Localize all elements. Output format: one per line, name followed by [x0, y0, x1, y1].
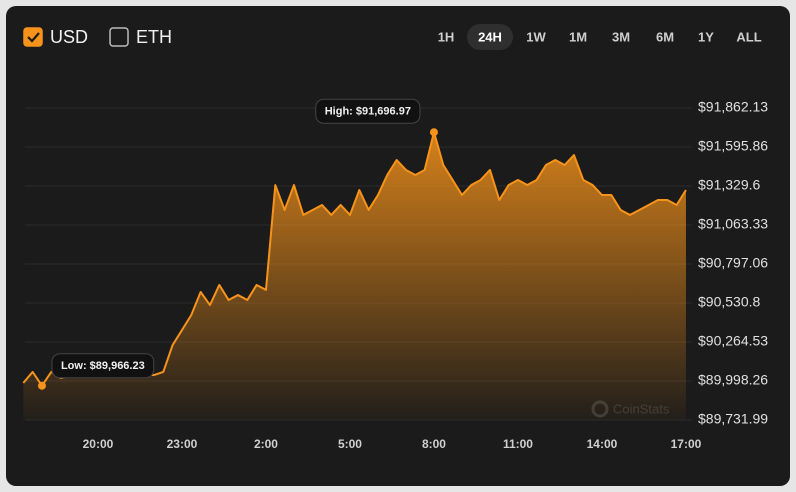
y-tick-label: $90,530.8	[698, 294, 760, 310]
checkbox[interactable]	[109, 27, 129, 47]
range-button[interactable]: 24H	[478, 29, 502, 44]
checkmark	[27, 32, 40, 43]
y-tick-label: $91,063.33	[698, 216, 768, 232]
area	[23, 132, 686, 420]
range-button[interactable]: ALL	[736, 29, 761, 44]
range-button[interactable]: 1W	[526, 29, 546, 44]
y-tick-label: $90,797.06	[698, 255, 768, 271]
annotation-box	[51, 353, 155, 379]
annotation: High: $91,696.97	[325, 106, 411, 118]
currency-label[interactable]: ETH	[136, 27, 172, 47]
y-tick-label: $91,862.13	[698, 99, 768, 115]
x-tick-label: 2:00	[254, 437, 278, 451]
checkbox[interactable]	[23, 27, 43, 47]
range-button[interactable]: 3M	[612, 29, 630, 44]
range-button[interactable]: 1M	[569, 29, 587, 44]
annotation-box	[315, 98, 421, 124]
range-button[interactable]: 1Y	[698, 29, 714, 44]
y-tick-label: $91,329.6	[698, 177, 760, 193]
x-tick-label: 17:00	[671, 437, 702, 451]
range-button[interactable]: 1H	[438, 29, 455, 44]
range-button-active[interactable]	[467, 24, 513, 50]
x-tick-label: 8:00	[422, 437, 446, 451]
range-button[interactable]: 6M	[656, 29, 674, 44]
x-tick-label: 14:00	[587, 437, 618, 451]
y-tick-label: $89,998.26	[698, 372, 768, 388]
extreme-point	[429, 128, 438, 137]
x-tick-label: 23:00	[167, 437, 198, 451]
x-tick-label: 5:00	[338, 437, 362, 451]
x-tick-label: 11:00	[503, 437, 533, 451]
x-tick-label: 20:00	[83, 437, 114, 451]
y-tick-label: $90,264.53	[698, 333, 768, 349]
y-tick-label: $91,595.86	[698, 138, 768, 154]
currency-label[interactable]: USD	[50, 27, 88, 47]
annotation: Low: $89,966.23	[61, 360, 145, 372]
extreme-point	[37, 381, 46, 390]
y-tick-label: $89,731.99	[698, 411, 768, 427]
